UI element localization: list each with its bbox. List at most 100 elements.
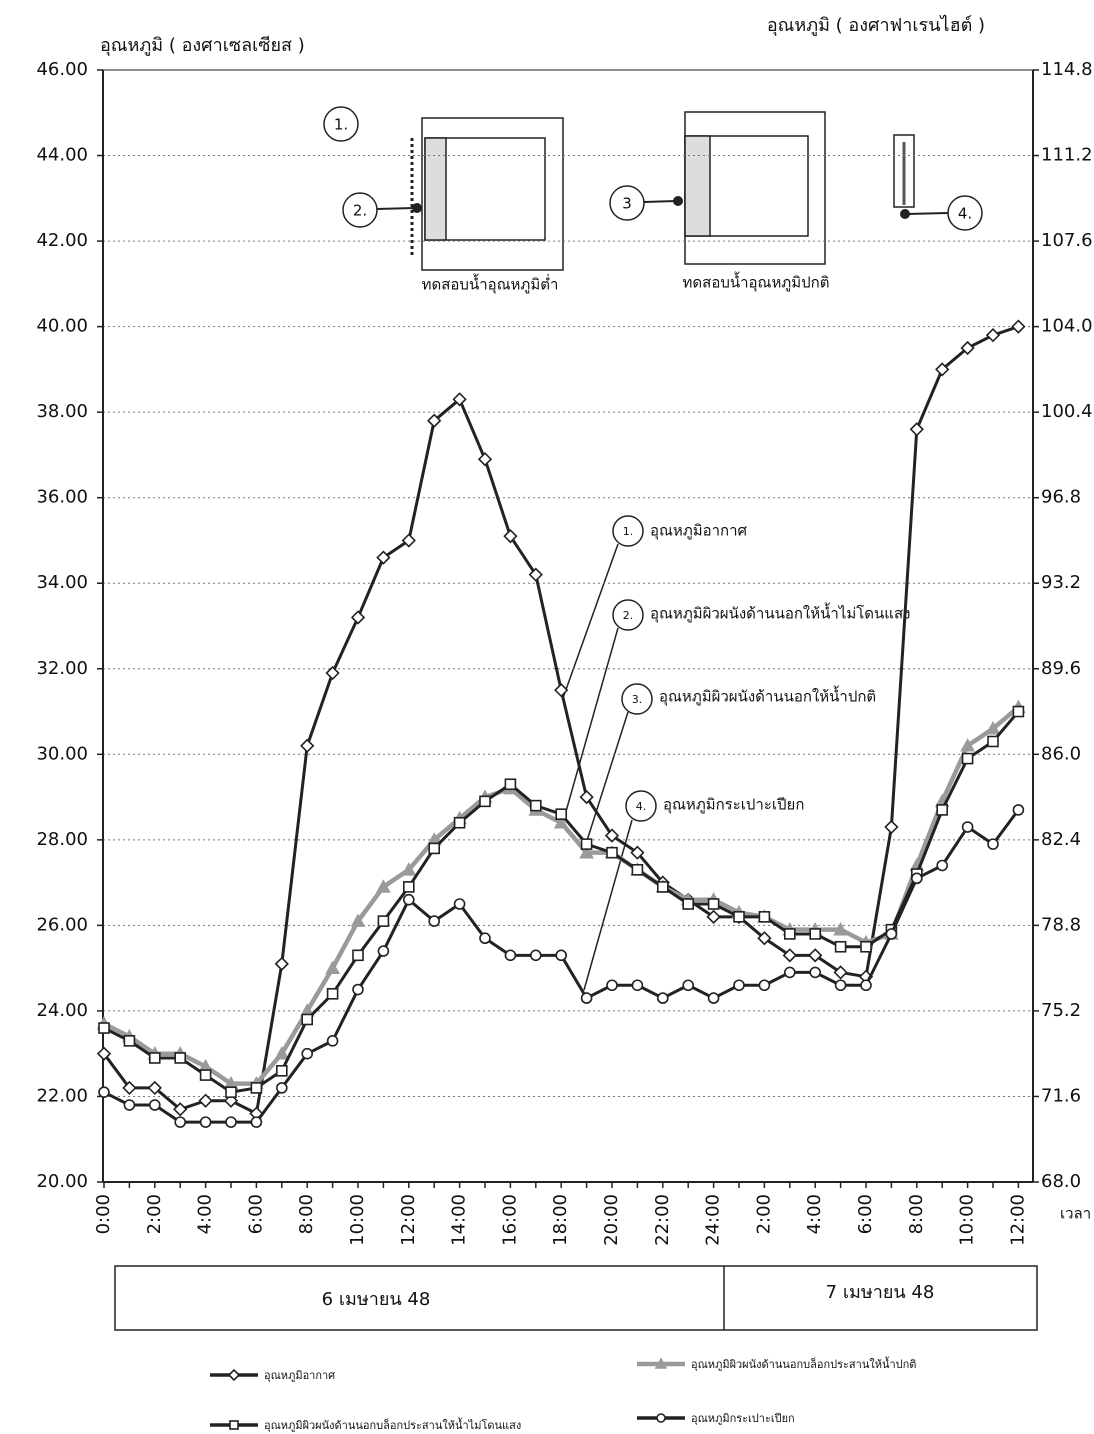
callout-number: 2. xyxy=(623,609,634,622)
callouts: 1. อุณหภูมิอากาศ 2. อุณหภูมิผิวผนังด้านน… xyxy=(562,515,910,991)
callout-number: 4. xyxy=(636,800,647,813)
point xyxy=(758,979,771,992)
point xyxy=(301,1013,314,1026)
point xyxy=(326,1035,339,1047)
legend-label: อุณหภูมิผิวผนังด้านนอกบล็อกประสานให้น้ำป… xyxy=(691,1356,916,1371)
point xyxy=(275,1082,288,1094)
point xyxy=(834,979,847,992)
point xyxy=(987,838,999,850)
point xyxy=(1012,705,1025,718)
y2-tick-label: 107.6 xyxy=(1041,230,1093,251)
point xyxy=(377,915,390,927)
y-axis-title: อุณหภูมิ ( องศาเซลเซียส ) xyxy=(100,35,305,56)
series xyxy=(96,319,1026,1121)
diagram-pointer xyxy=(376,207,416,210)
legend-marker xyxy=(227,1368,241,1382)
callout-circle xyxy=(625,790,657,822)
legend-label: อุณหภูมิผิวผนังด้านนอกบล็อกประสานให้น้ำไ… xyxy=(264,1417,521,1432)
diagram-box xyxy=(421,117,564,271)
point xyxy=(580,992,593,1004)
point xyxy=(174,1116,186,1128)
x-tick-label: 8:00 xyxy=(296,1194,317,1234)
callout-circle xyxy=(612,515,644,547)
point xyxy=(860,979,872,992)
diagram-marker: 3 xyxy=(622,195,632,213)
point xyxy=(580,838,593,850)
series xyxy=(98,705,1025,1098)
y2-tick-label: 104.0 xyxy=(1041,316,1093,337)
x-tick-label: 2:00 xyxy=(144,1194,165,1234)
callout-arrow xyxy=(583,819,633,991)
diagram-circle xyxy=(947,195,983,231)
point xyxy=(579,845,594,859)
diagram: 1. 2. ทดสอบน้ำอุณหภูมิต่ำ 3 ทดสอบน้ำอุณห… xyxy=(323,106,983,295)
x-tick-label: 0:00 xyxy=(93,1194,114,1234)
point xyxy=(707,898,720,910)
point xyxy=(504,949,517,962)
callout-arrow xyxy=(583,711,629,851)
diagram-caption: ทดสอบน้ำอุณหภูมิต่ำ xyxy=(422,274,559,295)
point xyxy=(1012,804,1025,816)
point xyxy=(453,816,466,829)
x-tick-label: 12:00 xyxy=(398,1194,419,1246)
x-tick-label: 4:00 xyxy=(195,1194,216,1234)
point xyxy=(604,828,620,843)
point xyxy=(147,1080,162,1096)
point xyxy=(376,879,391,893)
y-tick-label: 40.00 xyxy=(36,316,88,337)
y-tick-label: 36.00 xyxy=(36,487,88,508)
x-tick-label: 10:00 xyxy=(347,1194,368,1246)
point xyxy=(401,862,417,876)
x-tick-label: 16:00 xyxy=(499,1194,520,1246)
point xyxy=(555,949,568,962)
point xyxy=(630,845,645,860)
callout-text: อุณหภูมิกระเปาะเปียก xyxy=(663,796,804,815)
point xyxy=(503,529,518,544)
point xyxy=(173,1102,188,1117)
point xyxy=(453,898,466,910)
legend-marker xyxy=(656,1413,666,1423)
point xyxy=(149,1099,161,1111)
y2-tick-label: 86.0 xyxy=(1041,743,1081,764)
y-tick-label: 42.00 xyxy=(36,230,88,251)
y-tick-label: 30.00 xyxy=(36,743,88,764)
point xyxy=(758,911,771,923)
y-tick-label: 26.00 xyxy=(36,914,88,935)
y-tick-label: 20.00 xyxy=(36,1171,88,1192)
point xyxy=(123,1035,136,1047)
x-tick-label: 8:00 xyxy=(906,1194,927,1234)
callout-arrow xyxy=(562,543,619,699)
diagram-circle xyxy=(323,106,359,142)
y-tick-label: 22.00 xyxy=(36,1085,88,1106)
diagram-dot xyxy=(900,209,910,219)
diagram-marker: 2. xyxy=(353,202,367,220)
diagram-wall xyxy=(424,137,447,241)
point xyxy=(326,988,339,1000)
y2-tick-label: 111.2 xyxy=(1041,145,1093,166)
point xyxy=(985,328,1001,343)
point xyxy=(555,808,568,820)
point xyxy=(529,799,542,812)
point xyxy=(250,1082,263,1094)
y2-tick-label: 93.2 xyxy=(1041,572,1081,593)
x-tick-label: 24:00 xyxy=(703,1194,724,1246)
point xyxy=(606,979,618,992)
x-tick-label: 4:00 xyxy=(804,1194,825,1234)
point xyxy=(300,738,315,753)
point xyxy=(707,992,720,1004)
x-tick-label: 20:00 xyxy=(601,1194,622,1246)
point xyxy=(860,940,872,953)
x-tick-label: 2:00 xyxy=(753,1194,774,1234)
legend-marker xyxy=(229,1420,239,1430)
point xyxy=(961,752,974,765)
point xyxy=(325,665,340,681)
point xyxy=(579,789,594,805)
point xyxy=(706,909,721,924)
point xyxy=(479,795,491,808)
diagram-caption: ทดสอบน้ำอุณหภูมิปกติ xyxy=(683,272,830,293)
point xyxy=(428,842,441,855)
diagram-marker: 1. xyxy=(334,116,348,134)
y-tick-label: 46.00 xyxy=(36,59,88,80)
